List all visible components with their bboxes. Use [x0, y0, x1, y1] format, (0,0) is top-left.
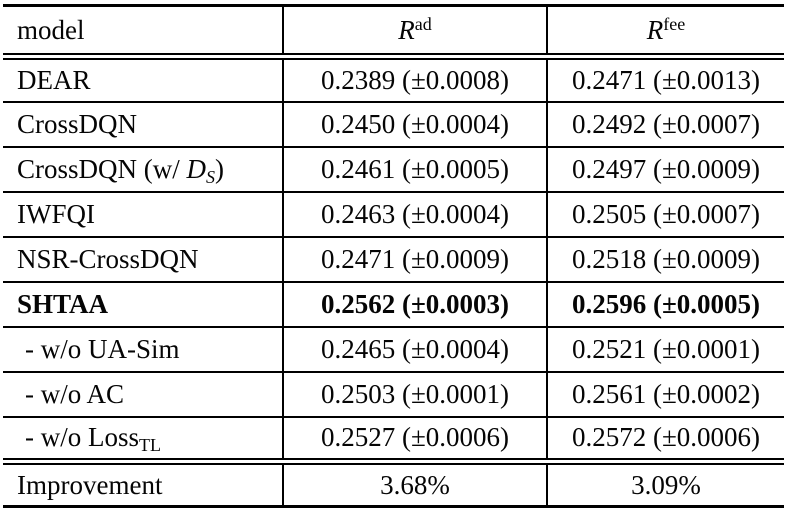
improvement-label: Improvement	[3, 458, 283, 507]
model-name: - w/o LossTL	[3, 415, 283, 462]
r-fee-value: 0.2518 (±0.0009)	[546, 235, 784, 282]
r-fee-value: 0.2561 (±0.0002)	[546, 370, 784, 417]
improvement-row: Improvement 3.68% 3.09%	[3, 458, 784, 507]
r-fee-value: 0.2596 (±0.0005)	[546, 280, 784, 327]
model-name: SHTAA	[3, 280, 283, 327]
r-ad-value: 0.2389 (±0.0008)	[282, 55, 547, 102]
model-name-prefix: CrossDQN (w/	[17, 153, 187, 184]
subscript-s: S	[206, 166, 216, 187]
table-row-nsr-crossdqn: NSR-CrossDQN 0.2471 (±0.0009) 0.2518 (±0…	[3, 235, 784, 282]
header-model: model	[3, 5, 283, 60]
model-name: DEAR	[3, 55, 283, 102]
improvement-r-fee: 3.09%	[546, 458, 784, 507]
model-name: CrossDQN	[3, 100, 283, 147]
model-name-suffix: )	[215, 153, 225, 184]
r-ad-value: 0.2471 (±0.0009)	[282, 235, 547, 282]
model-name: IWFQI	[3, 190, 283, 237]
model-name: NSR-CrossDQN	[3, 235, 283, 282]
r-ad-value: 0.2465 (±0.0004)	[282, 325, 547, 372]
r-ad-superscript: ad	[414, 13, 432, 34]
r-fee-value: 0.2521 (±0.0001)	[546, 325, 784, 372]
r-ad-value: 0.2463 (±0.0004)	[282, 190, 547, 237]
model-name: - w/o AC	[3, 370, 283, 417]
r-fee-value: 0.2471 (±0.0013)	[546, 55, 784, 102]
table-row-crossdqn-ds: CrossDQN (w/ DS) 0.2461 (±0.0005) 0.2497…	[3, 145, 784, 192]
table-row-dear: DEAR 0.2389 (±0.0008) 0.2471 (±0.0013)	[3, 55, 784, 102]
table-row-wo-ac: - w/o AC 0.2503 (±0.0001) 0.2561 (±0.000…	[3, 370, 784, 417]
r-ad-value: 0.2562 (±0.0003)	[282, 280, 547, 327]
model-name-prefix: - w/o Loss	[25, 422, 139, 453]
r-fee-superscript: fee	[663, 13, 686, 34]
table-row-shtaa: SHTAA 0.2562 (±0.0003) 0.2596 (±0.0005)	[3, 280, 784, 327]
r-ad-value: 0.2527 (±0.0006)	[282, 415, 547, 462]
r-symbol: R	[646, 14, 664, 45]
r-fee-value: 0.2505 (±0.0007)	[546, 190, 784, 237]
header-r-ad: Rad	[282, 5, 547, 60]
table-row-wo-loss-tl: - w/o LossTL 0.2527 (±0.0006) 0.2572 (±0…	[3, 415, 784, 462]
improvement-r-ad: 3.68%	[282, 458, 547, 507]
r-fee-value: 0.2497 (±0.0009)	[546, 145, 784, 192]
r-ad-value: 0.2450 (±0.0004)	[282, 100, 547, 147]
subscript-tl: TL	[139, 435, 161, 456]
script-d-symbol: D	[186, 153, 207, 184]
r-fee-value: 0.2492 (±0.0007)	[546, 100, 784, 147]
table-row-wo-ua-sim: - w/o UA-Sim 0.2465 (±0.0004) 0.2521 (±0…	[3, 325, 784, 372]
header-row: model Rad Rfee	[3, 5, 784, 60]
model-name: CrossDQN (w/ DS)	[3, 145, 283, 192]
table-row-crossdqn: CrossDQN 0.2450 (±0.0004) 0.2492 (±0.000…	[3, 100, 784, 147]
model-name: - w/o UA-Sim	[3, 325, 283, 372]
r-fee-value: 0.2572 (±0.0006)	[546, 415, 784, 462]
table-row-iwfqi: IWFQI 0.2463 (±0.0004) 0.2505 (±0.0007)	[3, 190, 784, 237]
header-r-fee: Rfee	[546, 5, 784, 60]
results-table: model Rad Rfee DEAR 0.2389 (±0.0008) 0.2…	[3, 4, 784, 508]
r-ad-value: 0.2461 (±0.0005)	[282, 145, 547, 192]
r-ad-value: 0.2503 (±0.0001)	[282, 370, 547, 417]
r-symbol: R	[398, 14, 415, 45]
